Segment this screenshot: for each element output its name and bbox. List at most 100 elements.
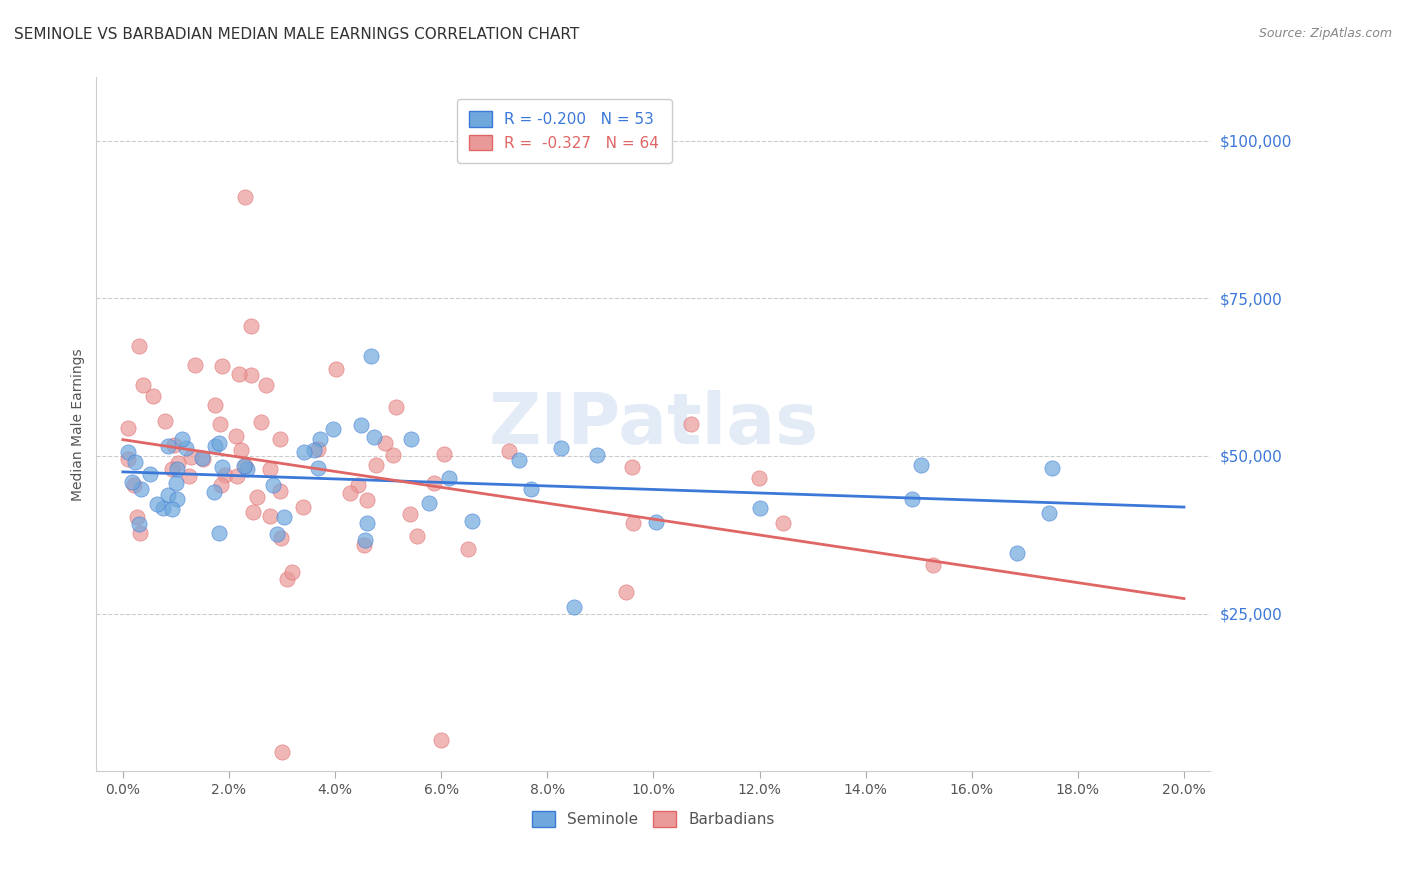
- Barbadians: [271, 746, 294, 760]
- Seminole: [309, 432, 332, 446]
- Seminole: [354, 533, 377, 547]
- Barbadians: [209, 478, 232, 492]
- Legend: Seminole, Barbadians: Seminole, Barbadians: [526, 805, 782, 833]
- Barbadians: [225, 428, 247, 442]
- Seminole: [439, 471, 461, 485]
- Seminole: [166, 491, 188, 506]
- Seminole: [900, 492, 922, 507]
- Barbadians: [191, 452, 214, 467]
- Seminole: [208, 525, 231, 540]
- Barbadians: [292, 500, 315, 515]
- Barbadians: [406, 529, 429, 543]
- Barbadians: [128, 339, 150, 353]
- Barbadians: [259, 508, 281, 523]
- Barbadians: [233, 458, 256, 473]
- Barbadians: [184, 358, 207, 372]
- Barbadians: [204, 398, 226, 412]
- Seminole: [645, 515, 668, 529]
- Barbadians: [117, 421, 139, 435]
- Seminole: [1005, 546, 1028, 560]
- Seminole: [162, 502, 184, 516]
- Barbadians: [229, 443, 252, 458]
- Barbadians: [214, 468, 236, 483]
- Barbadians: [225, 469, 247, 483]
- Seminole: [202, 484, 225, 499]
- Seminole: [292, 444, 315, 458]
- Barbadians: [614, 584, 637, 599]
- Barbadians: [167, 457, 190, 471]
- Barbadians: [228, 368, 250, 382]
- Seminole: [146, 497, 169, 511]
- Seminole: [121, 475, 143, 489]
- Seminole: [307, 461, 329, 475]
- Barbadians: [180, 450, 202, 464]
- Seminole: [236, 462, 259, 476]
- Text: ZIPatlas: ZIPatlas: [488, 390, 818, 458]
- Seminole: [170, 433, 193, 447]
- Seminole: [262, 478, 284, 492]
- Seminole: [520, 482, 543, 496]
- Barbadians: [269, 433, 291, 447]
- Barbadians: [339, 486, 361, 500]
- Seminole: [748, 501, 770, 516]
- Seminole: [165, 476, 187, 491]
- Barbadians: [239, 318, 262, 333]
- Barbadians: [325, 361, 347, 376]
- Seminole: [211, 460, 233, 475]
- Seminole: [550, 441, 572, 455]
- Seminole: [191, 450, 214, 465]
- Barbadians: [748, 471, 770, 485]
- Seminole: [156, 439, 179, 453]
- Seminole: [304, 442, 326, 457]
- Seminole: [322, 422, 344, 436]
- Barbadians: [254, 378, 277, 392]
- Barbadians: [364, 458, 387, 472]
- Seminole: [152, 501, 174, 516]
- Barbadians: [269, 484, 291, 499]
- Barbadians: [242, 506, 264, 520]
- Barbadians: [239, 368, 262, 382]
- Barbadians: [620, 460, 643, 475]
- Barbadians: [246, 490, 269, 504]
- Seminole: [208, 436, 231, 450]
- Barbadians: [381, 449, 404, 463]
- Seminole: [508, 453, 530, 467]
- Barbadians: [679, 417, 702, 431]
- Barbadians: [259, 462, 281, 476]
- Seminole: [156, 488, 179, 502]
- Seminole: [1040, 461, 1063, 475]
- Seminole: [585, 448, 607, 462]
- Barbadians: [422, 476, 444, 491]
- Barbadians: [356, 493, 378, 508]
- Barbadians: [160, 462, 183, 476]
- Barbadians: [249, 415, 271, 429]
- Seminole: [562, 600, 585, 615]
- Seminole: [273, 510, 295, 524]
- Barbadians: [270, 531, 292, 545]
- Seminole: [129, 482, 152, 496]
- Barbadians: [398, 507, 420, 521]
- Y-axis label: Median Male Earnings: Median Male Earnings: [72, 348, 86, 500]
- Barbadians: [179, 469, 201, 483]
- Seminole: [174, 441, 197, 455]
- Text: SEMINOLE VS BARBADIAN MEDIAN MALE EARNINGS CORRELATION CHART: SEMINOLE VS BARBADIAN MEDIAN MALE EARNIN…: [14, 27, 579, 42]
- Barbadians: [772, 516, 794, 531]
- Seminole: [363, 430, 385, 444]
- Barbadians: [498, 444, 520, 458]
- Seminole: [461, 515, 484, 529]
- Barbadians: [307, 442, 329, 456]
- Seminole: [204, 438, 226, 452]
- Seminole: [128, 517, 150, 532]
- Barbadians: [163, 438, 186, 452]
- Seminole: [360, 349, 382, 363]
- Seminole: [124, 455, 146, 469]
- Seminole: [418, 495, 440, 509]
- Seminole: [910, 458, 932, 472]
- Barbadians: [128, 525, 150, 540]
- Seminole: [266, 526, 288, 541]
- Seminole: [1038, 506, 1060, 520]
- Barbadians: [142, 389, 165, 403]
- Barbadians: [430, 732, 453, 747]
- Barbadians: [621, 516, 644, 531]
- Barbadians: [433, 447, 456, 461]
